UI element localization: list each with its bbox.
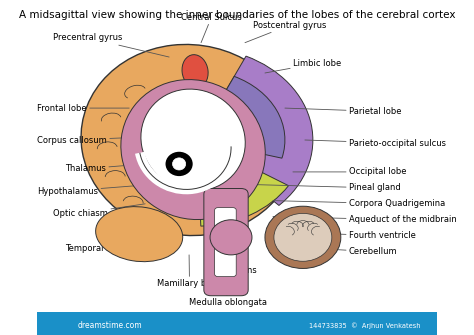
Text: A midsagittal view showing the inner boundaries of the lobes of the cerebral cor: A midsagittal view showing the inner bou… (19, 10, 455, 20)
Text: Fourth ventricle: Fourth ventricle (297, 231, 416, 240)
Wedge shape (197, 140, 289, 226)
Text: Hypothalamus: Hypothalamus (37, 185, 149, 196)
Ellipse shape (164, 150, 194, 178)
Wedge shape (197, 76, 285, 158)
Text: Aqueduct of the midbrain: Aqueduct of the midbrain (273, 215, 456, 224)
Wedge shape (197, 56, 313, 205)
FancyBboxPatch shape (37, 312, 437, 335)
Text: Optic chiasm: Optic chiasm (53, 204, 145, 218)
Ellipse shape (274, 213, 332, 261)
Ellipse shape (265, 206, 341, 268)
Text: Cerebellum: Cerebellum (317, 247, 397, 256)
Text: Occipital lobe: Occipital lobe (293, 168, 406, 177)
FancyBboxPatch shape (215, 208, 236, 277)
Text: Frontal lobe: Frontal lobe (37, 104, 129, 113)
Text: Medulla oblongata: Medulla oblongata (189, 284, 267, 307)
Text: Mamillary body: Mamillary body (157, 255, 222, 288)
Text: Pineal gland: Pineal gland (257, 183, 401, 192)
Text: Temporal lobe: Temporal lobe (65, 239, 125, 253)
Ellipse shape (96, 207, 182, 262)
Text: Parietal lobe: Parietal lobe (285, 107, 401, 116)
Text: Pons: Pons (237, 236, 257, 275)
Text: Corpora Quadrigemina: Corpora Quadrigemina (273, 199, 445, 208)
Text: Limbic lobe: Limbic lobe (265, 59, 341, 73)
Ellipse shape (182, 55, 208, 88)
Text: 144733835  ©  Arjhun Venkatesh: 144733835 © Arjhun Venkatesh (309, 322, 420, 329)
Text: Central Sulcus: Central Sulcus (181, 13, 242, 43)
Text: Precentral gyrus: Precentral gyrus (53, 34, 169, 57)
Ellipse shape (210, 220, 252, 255)
Text: Parieto-occipital sulcus: Parieto-occipital sulcus (305, 139, 446, 148)
Text: dreamstime.com: dreamstime.com (77, 321, 142, 330)
Text: Postcentral gyrus: Postcentral gyrus (245, 21, 326, 43)
FancyBboxPatch shape (204, 189, 248, 296)
Ellipse shape (141, 89, 245, 191)
Ellipse shape (121, 80, 265, 219)
Text: Thalamus: Thalamus (65, 162, 165, 173)
Ellipse shape (173, 158, 186, 170)
Ellipse shape (81, 45, 297, 236)
Text: Corpus callosum: Corpus callosum (37, 135, 149, 144)
